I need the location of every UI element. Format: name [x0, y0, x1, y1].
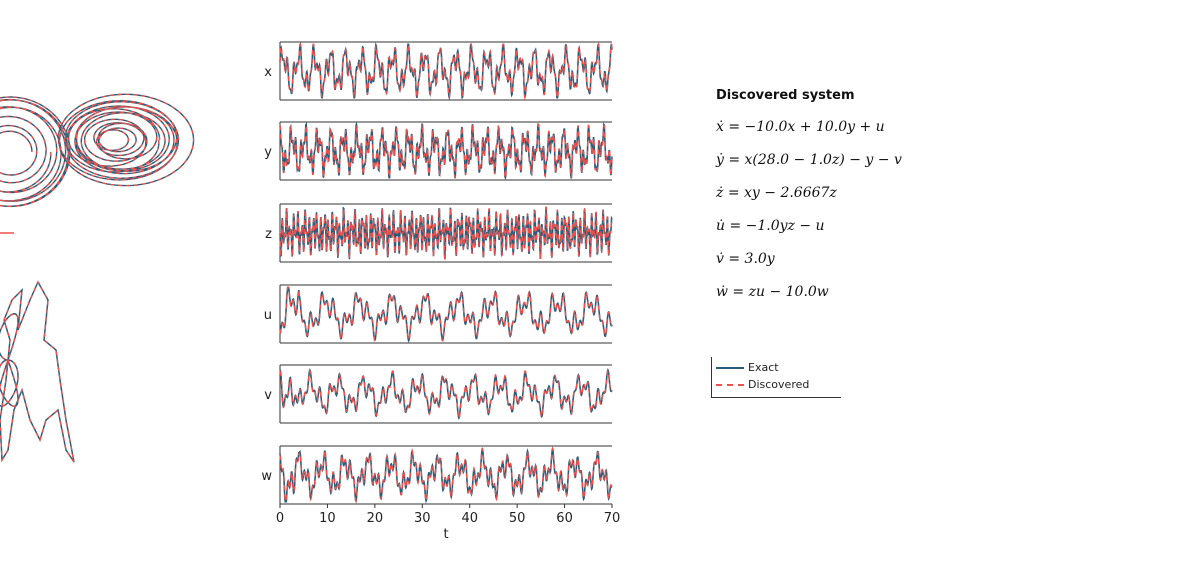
x-tick-label-0: 0 — [276, 511, 284, 526]
legend-swatch-discovered — [716, 384, 744, 386]
phase-bottom-discovered-0 — [0, 280, 75, 463]
equation-u: u̇ = −1.0yz − u — [716, 218, 825, 234]
series-exact-v — [279, 367, 613, 420]
x-tick-label-50: 50 — [509, 511, 526, 526]
phase-top-exact-1 — [0, 96, 71, 208]
legend: Exact Discovered — [711, 357, 841, 398]
panel-z: z — [265, 203, 613, 263]
x-tick-label-40: 40 — [461, 511, 478, 526]
equation-v: v̇ = 3.0y — [716, 251, 775, 267]
series-discovered-v — [279, 369, 613, 421]
x-tick-label-10: 10 — [319, 511, 336, 526]
x-tick-label-30: 30 — [414, 511, 431, 526]
panel-ylabel-x: x — [264, 65, 272, 80]
legend-swatch-exact — [716, 367, 744, 369]
panel-v: v — [264, 364, 613, 424]
panel-ylabel-w: w — [261, 469, 272, 484]
series-discovered-z — [279, 206, 613, 260]
series-discovered-w — [279, 446, 613, 504]
equations-title: Discovered system — [716, 88, 855, 103]
series-discovered-u — [279, 286, 613, 342]
phase-bottom-discovered-1 — [0, 313, 19, 407]
panel-w: w — [261, 445, 613, 505]
panel-ylabel-z: z — [265, 227, 272, 242]
equation-w: ẇ = zu − 10.0w — [716, 284, 829, 300]
panel-ylabel-y: y — [264, 145, 272, 160]
equation-x: ẋ = −10.0x + 10.0y + u — [716, 119, 885, 135]
series-exact-x — [279, 41, 613, 101]
panel-ylabel-v: v — [264, 388, 272, 403]
phase-portraits — [0, 93, 195, 463]
series-discovered-y — [279, 122, 613, 180]
x-tick-label-20: 20 — [367, 511, 384, 526]
x-axis: 0 10 20 30 40 50 60 70 t — [276, 504, 620, 542]
panel-u: u — [264, 284, 613, 344]
phase-top-discovered-0 — [57, 93, 195, 187]
x-tick-label-60: 60 — [556, 511, 573, 526]
discovered-system-box: Discovered system ẋ = −10.0x + 10.0y + u… — [716, 88, 1046, 315]
series-discovered-x — [279, 42, 613, 101]
legend-label-discovered: Discovered — [748, 378, 810, 391]
panel-x: x — [264, 41, 613, 101]
panel-ylabel-u: u — [264, 308, 272, 323]
series-exact-u — [279, 286, 613, 343]
x-tick-label-70: 70 — [604, 511, 621, 526]
time-series-panels: x y z u v w — [261, 41, 613, 505]
legend-label-exact: Exact — [748, 361, 779, 374]
equation-y: ẏ = x(28.0 − 1.0z) − y − v — [716, 152, 902, 168]
series-exact-w — [279, 446, 613, 504]
x-axis-label: t — [443, 527, 448, 542]
panel-y: y — [264, 121, 613, 181]
equation-z: ż = xy − 2.6667z — [716, 185, 837, 201]
